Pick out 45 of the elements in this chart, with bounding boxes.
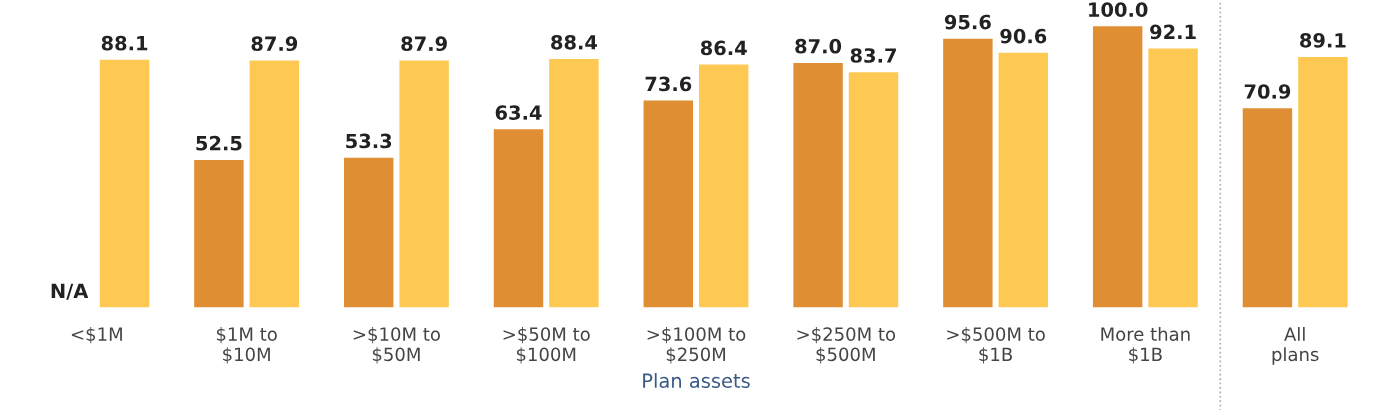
x-tick-label: >$50M to $100M <box>503 326 590 364</box>
data-label: 83.7 <box>850 48 896 63</box>
data-label: 87.0 <box>795 38 842 54</box>
x-tick-label: >$250M to $500M <box>797 326 896 364</box>
data-label: 90.6 <box>1000 28 1047 44</box>
bar <box>1092 26 1143 308</box>
bar <box>249 60 300 308</box>
x-tick-label: More than $1B <box>1101 326 1190 364</box>
bar <box>643 100 693 308</box>
data-label: 52.5 <box>196 135 242 151</box>
bar <box>1148 48 1198 308</box>
data-label: 70.9 <box>1244 84 1291 99</box>
bar <box>793 62 843 308</box>
bar <box>848 72 899 308</box>
bar <box>99 59 150 308</box>
bar <box>493 129 544 308</box>
x-tick-label: All plans <box>1272 326 1319 365</box>
bar <box>343 157 394 308</box>
bar <box>399 60 449 308</box>
bar <box>699 64 749 308</box>
data-label: 88.1 <box>101 35 148 51</box>
bar <box>194 159 244 308</box>
data-label: 89.1 <box>1300 32 1346 48</box>
bar <box>998 52 1049 308</box>
data-label: 88.4 <box>551 34 598 50</box>
data-label: 63.4 <box>495 105 542 120</box>
data-label: 87.9 <box>401 36 447 52</box>
x-tick-label: >$100M to $250M <box>647 326 746 364</box>
bar <box>1298 57 1348 308</box>
data-label: 86.4 <box>700 40 747 56</box>
x-tick-label: $1M to $10M <box>216 326 277 364</box>
data-label: 95.6 <box>944 14 991 30</box>
bar <box>943 38 993 308</box>
x-tick-label: <$1M <box>71 326 122 344</box>
bar <box>1242 108 1293 308</box>
x-tick-label: >$500M to $1B <box>947 326 1045 364</box>
text: N/A <box>51 283 89 300</box>
data-label: 53.3 <box>346 133 392 149</box>
bar <box>549 58 599 308</box>
data-label: 100.0 <box>1089 2 1148 18</box>
x-tick-label: >$10M to $50M <box>353 326 440 364</box>
data-label: 92.1 <box>1150 24 1196 40</box>
x-axis-title: Plan assets <box>643 372 750 389</box>
data-label: 87.9 <box>251 36 298 52</box>
data-label: 73.6 <box>645 76 692 92</box>
